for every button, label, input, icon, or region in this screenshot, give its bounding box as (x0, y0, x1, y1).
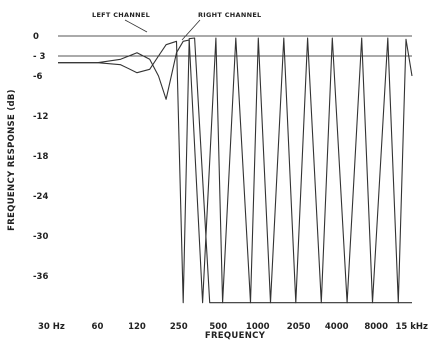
x-tick-label-2: 120 (128, 322, 146, 332)
series-2-line (58, 37, 412, 304)
right-channel-pointer (181, 19, 201, 41)
series-1-line (58, 37, 413, 304)
y-axis-ticks: 0 - 3 -6 -12 -18 -24 -30 -36 (33, 32, 48, 282)
left-channel-pointer (124, 19, 148, 33)
y-tick-label-2: -6 (33, 72, 43, 82)
x-tick-label-4: 500 (209, 322, 227, 332)
x-tick-label-9: 15 kHz (395, 322, 428, 332)
x-tick-label-6: 2050 (287, 322, 311, 332)
y-tick-label-3: -12 (33, 112, 48, 122)
y-tick-label-0: 0 (33, 32, 39, 42)
x-tick-label-7: 4000 (325, 322, 349, 332)
response-curves (58, 37, 413, 304)
y-tick-label-7: -36 (33, 272, 48, 282)
x-tick-label-1: 60 (92, 322, 104, 332)
x-tick-label-8: 8000 (364, 322, 388, 332)
y-axis-label: FREQUENCY RESPONSE (dB) (7, 89, 17, 231)
y-tick-label-6: -30 (33, 232, 48, 242)
right-channel-label: RIGHT CHANNEL (198, 11, 262, 19)
x-tick-label-3: 250 (170, 322, 188, 332)
x-axis-ticks: 30 Hz 60 120 250 500 1000 2050 4000 8000 15 kHz (38, 322, 428, 332)
left-channel-label: LEFT CHANNEL (92, 11, 150, 19)
y-tick-label-4: -18 (33, 152, 48, 162)
x-axis-label: FREQUENCY (205, 331, 266, 341)
y-tick-label-5: -24 (33, 192, 48, 202)
y-tick-label-1: - 3 (33, 52, 45, 62)
x-tick-label-5: 1000 (246, 322, 270, 332)
x-tick-label-0: 30 Hz (38, 322, 65, 332)
